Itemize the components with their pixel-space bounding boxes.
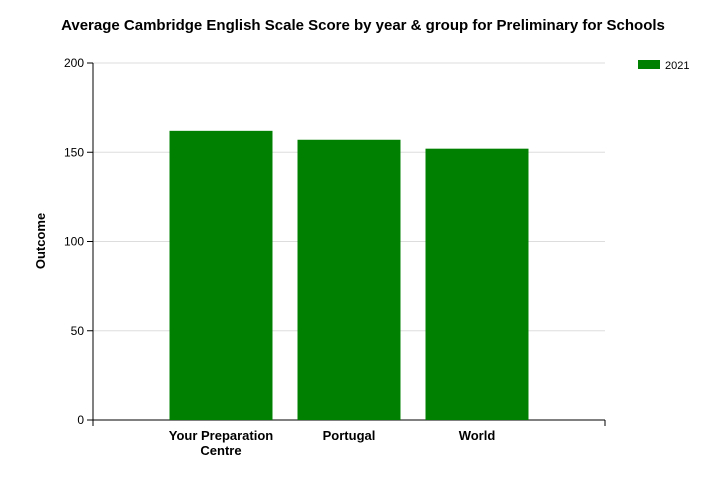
y-tick-label: 50 — [71, 324, 85, 338]
x-tick-label: Portugal — [322, 428, 376, 443]
y-tick-label: 150 — [64, 145, 84, 159]
chart-title: Average Cambridge English Scale Score by… — [61, 17, 665, 34]
bar — [297, 139, 401, 420]
y-tick-label: 100 — [64, 235, 84, 249]
legend-swatch — [638, 60, 660, 69]
y-axis-label: Outcome — [33, 213, 48, 269]
x-tick-label: World — [458, 428, 496, 443]
x-tick-label: Your Preparation Centre — [168, 428, 274, 458]
legend-label: 2021 — [665, 60, 689, 72]
y-tick-label: 200 — [64, 56, 84, 70]
y-tick-label: 0 — [77, 413, 84, 427]
bar — [425, 148, 529, 420]
bar — [169, 130, 273, 420]
